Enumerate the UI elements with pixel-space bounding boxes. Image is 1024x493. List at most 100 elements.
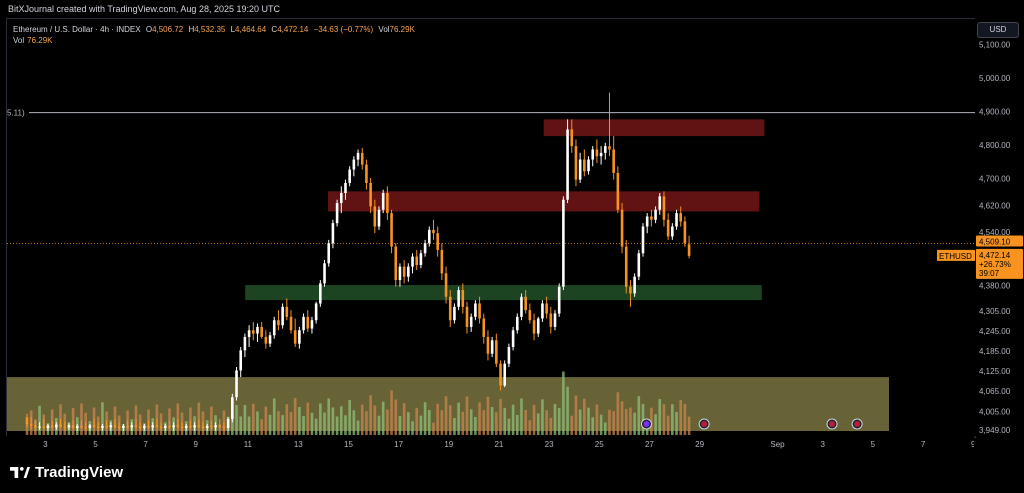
volume-bar: [369, 395, 372, 435]
volume-bar: [603, 422, 607, 435]
volume-bar: [239, 416, 243, 435]
open-value: 4,506.72: [152, 25, 184, 34]
candle-body: [520, 296, 523, 317]
volume-bar: [633, 412, 636, 435]
candle-body: [373, 206, 377, 227]
currency-badge[interactable]: USD: [977, 22, 1019, 38]
candle-body: [423, 243, 427, 254]
high-value: 4,532.35: [194, 25, 226, 34]
candle-body: [570, 129, 574, 147]
candle-body: [55, 424, 58, 428]
price-tick-label: 4,800.00: [979, 141, 1011, 150]
candle-body: [515, 316, 519, 331]
candle-body: [650, 216, 653, 220]
candle-body: [360, 152, 364, 165]
tradingview-logo: TradingView: [10, 464, 123, 481]
candle-body: [478, 303, 481, 319]
candle-body: [557, 286, 561, 314]
volume-bar: [675, 412, 678, 435]
volume-bar: [302, 416, 305, 435]
chart-pane[interactable]: 5.11) ETHUSD Ethereum / U.S. Dollar · 4h …: [6, 18, 976, 438]
time-tick-label: 19: [444, 440, 453, 449]
candlestick-chart[interactable]: 5.11) ETHUSD: [7, 19, 975, 437]
time-tick-label: 25: [595, 440, 604, 449]
volume-bar: [386, 409, 389, 435]
candle-body: [327, 243, 331, 264]
volume-bar: [511, 404, 515, 435]
candle-body: [532, 320, 536, 334]
time-axis[interactable]: 3 5 7 9 11 13 15 17 19 21 23 25 27 29 Sep 3 5 7 9: [6, 436, 974, 452]
volume-bar: [327, 398, 331, 435]
candle-body: [654, 209, 657, 220]
candle-body: [386, 193, 389, 214]
candle-body: [637, 253, 641, 277]
candle-body: [608, 146, 611, 150]
brand-name: TradingView: [35, 464, 124, 481]
candle-body: [381, 193, 385, 210]
volume-bar: [515, 415, 519, 435]
volume-bar: [499, 398, 502, 435]
candle-body: [528, 310, 532, 321]
volume-bar: [260, 419, 263, 435]
volume-bar: [272, 398, 276, 435]
candle-body: [331, 223, 335, 244]
time-tick-label: 23: [545, 440, 554, 449]
volume-bar: [352, 410, 356, 435]
volume-bar: [256, 411, 259, 435]
volume-bar: [80, 403, 83, 435]
volume-bar: [348, 400, 351, 435]
candle-body: [80, 425, 83, 428]
volume-bar: [427, 410, 431, 435]
candle-body: [306, 316, 310, 329]
close-label: C: [271, 25, 278, 34]
volume-label: Vol: [13, 36, 25, 45]
candle-body: [495, 340, 498, 364]
time-tick-label: 5: [871, 440, 876, 449]
volume-bar: [453, 418, 456, 435]
close-value: 4,472.14: [277, 25, 309, 34]
candle-body: [298, 330, 301, 344]
candle-body: [113, 425, 117, 427]
time-tick-label: 29: [695, 440, 704, 449]
volume-bar: [520, 398, 523, 435]
price-tick-label: 4,185.00: [979, 347, 1011, 356]
candle-body: [50, 425, 54, 428]
volume-bar: [562, 371, 565, 435]
volume-bar: [360, 404, 364, 435]
candle-body: [117, 426, 121, 428]
volume-bar: [38, 405, 41, 435]
volume-bar: [419, 415, 423, 435]
price-tick-label: 4,005.00: [979, 407, 1011, 416]
volume-bar: [507, 418, 511, 435]
high-label: H: [188, 25, 195, 34]
volume-bar: [608, 409, 611, 435]
volume-bar: [528, 420, 532, 435]
candle-body: [415, 256, 419, 265]
candle-body: [444, 273, 448, 297]
candle-body: [260, 326, 263, 337]
candle-body: [197, 425, 201, 427]
volume-bar: [440, 410, 444, 435]
candle-body: [210, 425, 213, 428]
candle-body: [34, 425, 37, 428]
time-tick-label: Sep: [770, 440, 785, 449]
price-axis[interactable]: USD 5,100.00 5,000.00 4,900.00 4,800.00 4,70…: [975, 18, 1024, 436]
volume-bar: [268, 414, 272, 435]
volume-bar: [415, 407, 419, 435]
volume-bar: [264, 406, 268, 435]
price-tick-label: 4,125.00: [979, 367, 1011, 376]
volume-bar: [335, 416, 339, 435]
candle-body: [25, 417, 29, 424]
time-tick-label: 3: [43, 440, 48, 449]
volume-bar: [574, 395, 578, 435]
candle-body: [398, 266, 402, 281]
candle-body: [193, 425, 196, 428]
volume-bar: [281, 415, 284, 435]
candle-body: [264, 336, 268, 344]
candle-body: [666, 219, 670, 237]
candle-body: [369, 182, 372, 207]
low-value: 4,464.64: [235, 25, 267, 34]
candle-body: [390, 213, 393, 247]
candle-body: [469, 316, 473, 327]
